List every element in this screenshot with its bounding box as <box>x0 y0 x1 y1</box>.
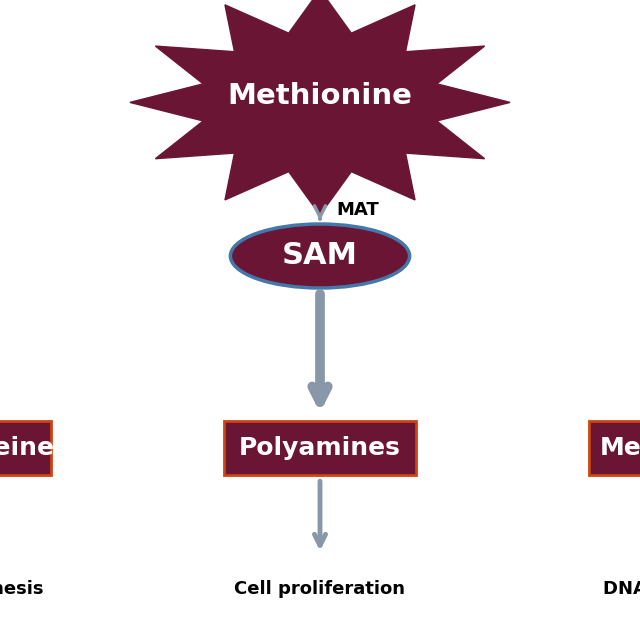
Polygon shape <box>130 0 510 215</box>
FancyBboxPatch shape <box>0 421 51 475</box>
Text: MAT: MAT <box>336 201 379 219</box>
Text: Homocysteine: Homocysteine <box>0 436 55 460</box>
Text: Methionine: Methionine <box>228 82 412 110</box>
Text: DNA, RNA and P: DNA, RNA and P <box>604 580 640 598</box>
Text: Polyamines: Polyamines <box>239 436 401 460</box>
Text: Cell proliferation: Cell proliferation <box>234 580 406 598</box>
Text: GSH biosynthesis: GSH biosynthesis <box>0 580 44 598</box>
Ellipse shape <box>230 224 410 288</box>
Text: Methylation: Methylation <box>600 436 640 460</box>
Text: SAM: SAM <box>282 241 358 271</box>
FancyBboxPatch shape <box>589 421 640 475</box>
FancyBboxPatch shape <box>224 421 416 475</box>
